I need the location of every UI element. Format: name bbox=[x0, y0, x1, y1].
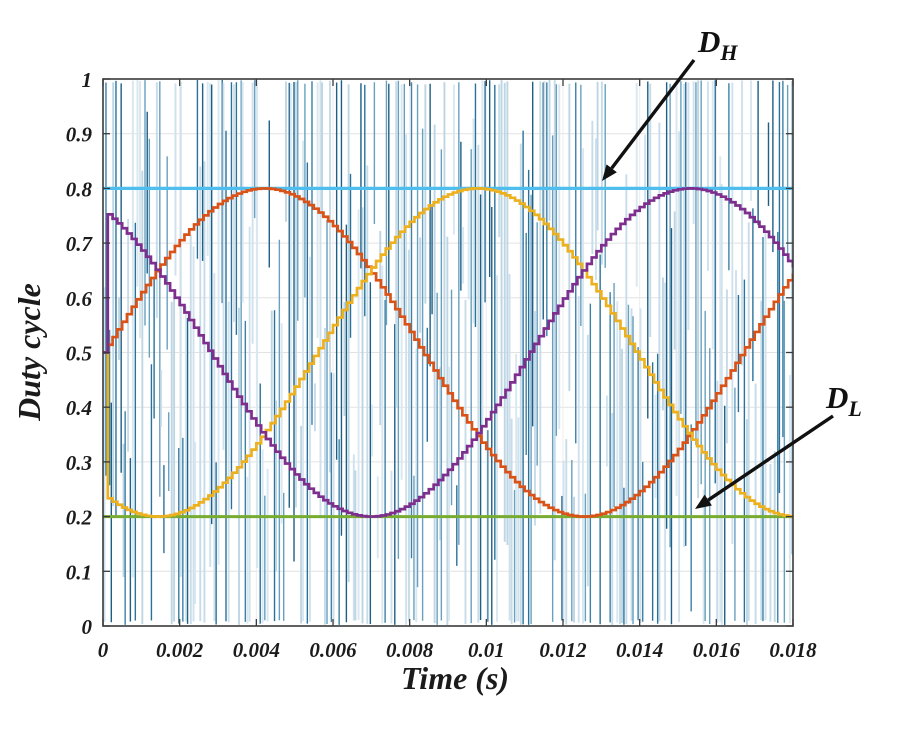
D_H-annotation-arrow-line bbox=[610, 58, 696, 170]
D_L-annotation-arrow-line bbox=[707, 414, 834, 502]
y-tick-label: 0.9 bbox=[66, 123, 93, 147]
D_H-annotation-arrow-head bbox=[602, 164, 617, 181]
y-axis-label: Duty cycle bbox=[11, 283, 47, 422]
x-tick-label: 0.01 bbox=[468, 638, 505, 662]
pwm-carrier-group bbox=[103, 80, 793, 625]
x-tick-label: 0 bbox=[98, 638, 109, 662]
y-tick-label: 0 bbox=[82, 615, 93, 639]
D_L-annotation-label: DL bbox=[825, 380, 862, 421]
x-tick-label: 0.006 bbox=[309, 638, 357, 662]
y-tick-label: 0.1 bbox=[66, 560, 92, 584]
y-tick-label: 0.8 bbox=[66, 177, 93, 201]
x-tick-label: 0.002 bbox=[156, 638, 204, 662]
x-tick-label: 0.008 bbox=[386, 638, 434, 662]
x-tick-label: 0.012 bbox=[539, 638, 587, 662]
y-tick-label: 0.3 bbox=[66, 451, 92, 475]
tick-labels-group: 0 0.1 0.2 0.3 0.4 0.5 0.6 0.7 0.8 0.9 1 0 0.002 0.004… bbox=[66, 68, 817, 662]
curve-duty-phase-c bbox=[103, 187, 793, 518]
y-tick-label: 0.2 bbox=[66, 506, 93, 530]
D_H-annotation-group: DH bbox=[602, 24, 738, 181]
curve-duty-phase-a bbox=[103, 187, 793, 518]
D_H-annotation-label: DH bbox=[697, 24, 738, 65]
axes-group bbox=[102, 78, 794, 627]
y-tick-label: 0.5 bbox=[66, 342, 92, 366]
curve-duty-phase-b bbox=[103, 187, 793, 518]
x-tick-label: 0.004 bbox=[233, 638, 280, 662]
D_L-annotation-arrow-head bbox=[695, 494, 712, 509]
x-tick-label: 0.018 bbox=[769, 638, 817, 662]
y-tick-label: 0.7 bbox=[66, 232, 94, 256]
y-tick-label: 0.6 bbox=[66, 287, 93, 311]
x-axis-label: Time (s) bbox=[401, 660, 509, 696]
y-tick-label: 0.4 bbox=[66, 396, 92, 420]
x-tick-label: 0.014 bbox=[616, 638, 663, 662]
D_L-annotation-group: DL bbox=[695, 380, 862, 509]
y-tick-label: 1 bbox=[82, 68, 93, 92]
x-tick-label: 0.016 bbox=[693, 638, 741, 662]
plot-content bbox=[103, 80, 793, 625]
